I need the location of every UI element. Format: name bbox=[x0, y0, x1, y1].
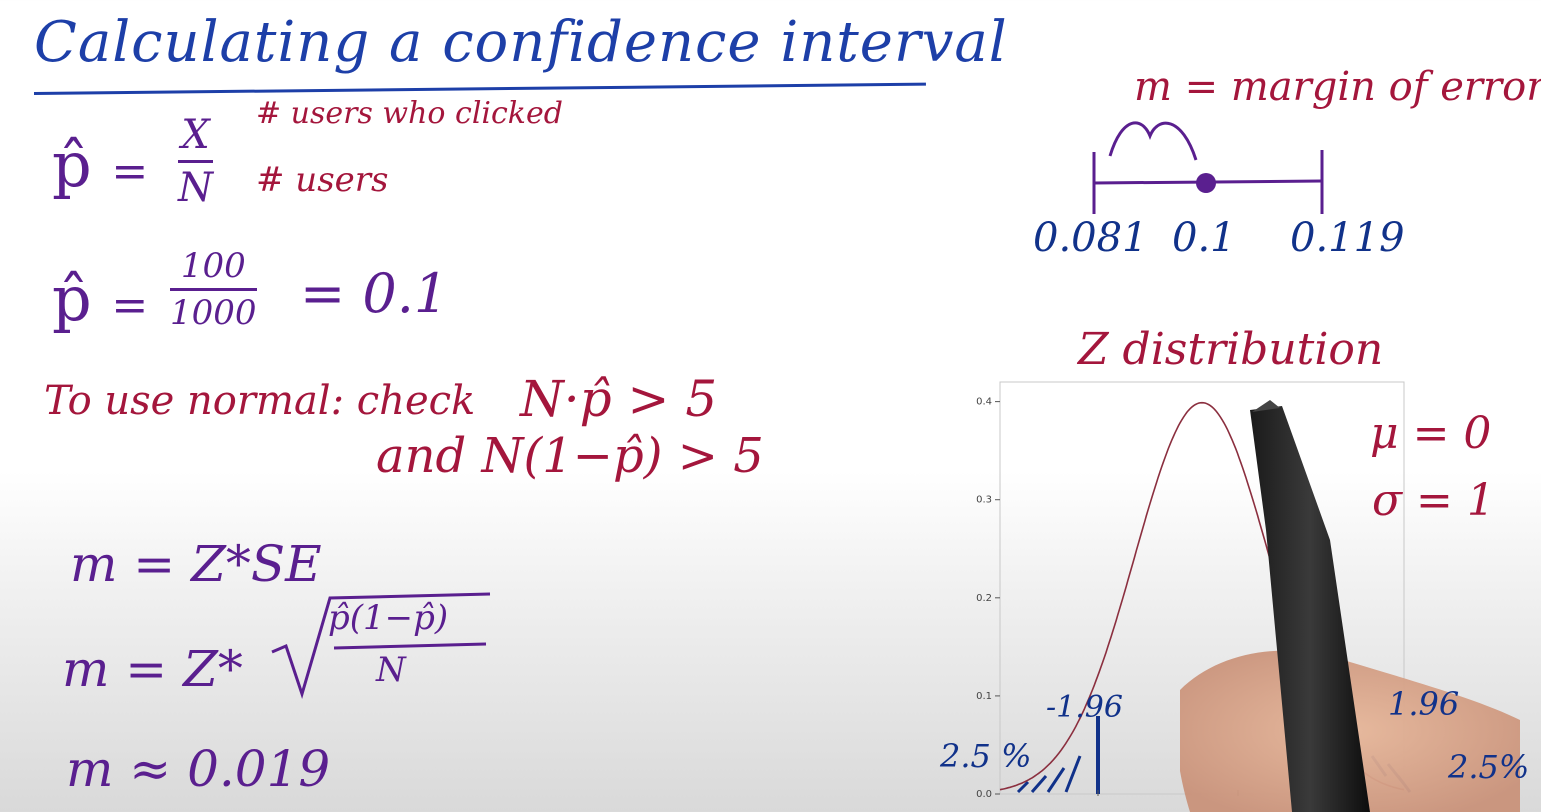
denominator: N bbox=[178, 165, 213, 211]
margin-formula-3: m ≈ 0.019 bbox=[66, 740, 331, 798]
std-dev-label: σ = 1 bbox=[1372, 475, 1495, 526]
pen-and-hand-image bbox=[1180, 400, 1520, 812]
denominator: 1000 bbox=[170, 293, 257, 333]
example-result: = 0.1 bbox=[300, 262, 449, 325]
normal-check-condition-2: and N(1−p̂) > 5 bbox=[376, 428, 764, 484]
point-estimate-dot bbox=[1196, 173, 1216, 193]
distribution-title: Z distribution bbox=[1078, 324, 1384, 375]
fraction-bar bbox=[178, 160, 213, 163]
square-root-sign bbox=[271, 592, 491, 700]
negative-critical-value: -1.96 bbox=[1046, 690, 1123, 725]
margin-brace bbox=[1108, 121, 1198, 161]
interval-center-value: 0.1 bbox=[1172, 215, 1236, 261]
interval-upper-value: 0.119 bbox=[1290, 215, 1405, 261]
margin-formula-2-lhs: m = Z* bbox=[62, 640, 243, 698]
p-hat-symbol: p̂ bbox=[52, 128, 92, 201]
fraction-bar bbox=[170, 288, 257, 291]
equals-sign: = bbox=[111, 280, 149, 331]
y-tick-label: 0.1 bbox=[976, 691, 992, 702]
normal-check-condition-1: N·p̂ > 5 bbox=[520, 370, 718, 428]
denominator-note: # users bbox=[256, 160, 389, 200]
margin-formula-2-denominator: N bbox=[376, 650, 406, 690]
example-lhs: p̂ = bbox=[52, 262, 148, 335]
title-underline bbox=[33, 82, 926, 95]
estimate-lhs: p̂ = bbox=[52, 128, 148, 201]
y-tick-label: 0.0 bbox=[976, 789, 992, 800]
y-tick-label: 0.2 bbox=[976, 593, 992, 604]
margin-formula-1: m = Z*SE bbox=[70, 535, 322, 593]
positive-critical-value: 1.96 bbox=[1388, 685, 1460, 723]
numerator: 100 bbox=[180, 246, 246, 286]
p-hat-symbol: p̂ bbox=[52, 262, 92, 335]
title: Calculating a confidence interval bbox=[34, 10, 1008, 75]
mean-label: μ = 0 bbox=[1370, 408, 1492, 459]
numerator: X bbox=[181, 112, 210, 158]
margin-formula-2: m = Z* bbox=[62, 640, 243, 698]
interval-lower-value: 0.081 bbox=[1033, 215, 1148, 261]
y-tick-label: 0.3 bbox=[976, 495, 992, 506]
equals-sign: = bbox=[111, 146, 149, 197]
estimate-fraction: X N bbox=[178, 112, 213, 211]
example-fraction: 100 1000 bbox=[170, 246, 257, 333]
interval-diagram bbox=[1092, 121, 1324, 214]
left-tail-percent: 2.5 % bbox=[940, 737, 1032, 775]
margin-of-error-label: m = margin of error bbox=[1134, 64, 1541, 110]
numerator-note: # users who clicked bbox=[256, 96, 563, 131]
right-tail-percent: 2.5% bbox=[1448, 748, 1530, 786]
y-tick-label: 0.4 bbox=[976, 397, 992, 408]
left-tail-hatch bbox=[1016, 755, 1082, 794]
margin-formula-2-numerator: p̂(1−p̂) bbox=[328, 598, 449, 638]
normal-check-label: To use normal: check bbox=[44, 378, 476, 424]
